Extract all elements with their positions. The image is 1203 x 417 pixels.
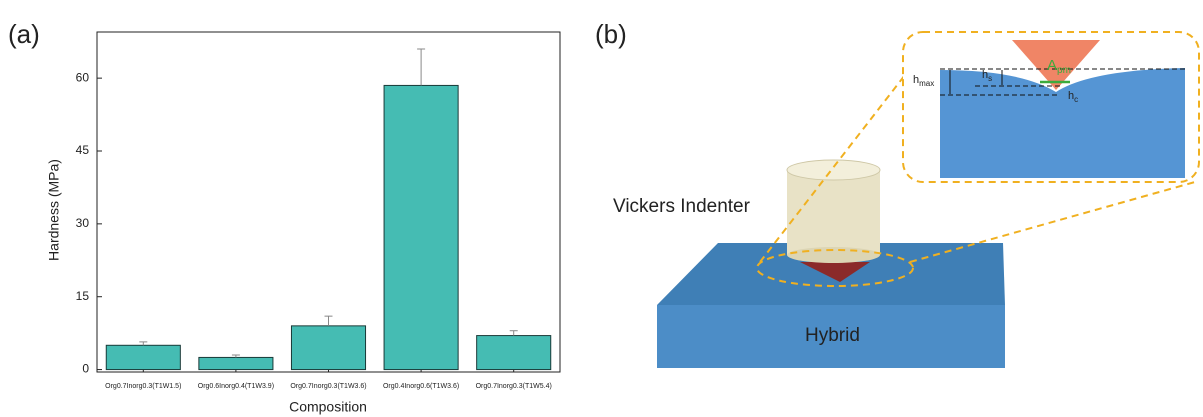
x-tick-label: Org0.4Inorg0.6(T1W3.6) [383,383,459,390]
sample-label: Hybrid [805,325,860,346]
y-axis-label: Hardness (MPa) [46,159,62,261]
x-tick-label: Org0.6Inorg0.4(T1W3.9) [198,383,274,390]
diagram: (b) Vickers Indenter Hybrid hmax hs hc A… [595,19,1199,368]
y-tick-label: 0 [82,362,89,376]
y-tick-label: 15 [76,289,90,303]
indenter-top [787,160,880,180]
x-tick-label: Org0.7Inorg0.3(T1W5.4) [476,383,552,390]
panel-label: (b) [595,19,627,49]
a-pm-sub: pm [1057,65,1071,76]
h-max-sub: max [919,79,934,88]
panel-label: (a) [8,19,40,49]
plot: 0 15 30 45 60 Org0.7Inorg0.3(T1W1.5) Org0.6Ino… [76,32,560,390]
indenter-body [787,170,880,255]
x-axis-label: Composition [289,399,367,415]
h-c-sub: c [1074,95,1078,104]
figure: (b) Vickers Indenter Hybrid hmax hs hc A… [0,0,1203,417]
bar [106,345,180,369]
x-tick-label: Org0.7Inorg0.3(T1W1.5) [105,383,181,390]
bar [199,357,273,369]
a-pm-main: A [1047,57,1057,74]
x-tick-label: Org0.7Inorg0.3(T1W3.6) [290,383,366,390]
y-tick-label: 30 [76,216,90,230]
h-s-sub: s [988,74,992,83]
bar [384,85,458,369]
bar [477,336,551,370]
bar [291,326,365,370]
y-tick-label: 60 [76,70,90,84]
indenter-label: Vickers Indenter [613,196,751,217]
y-tick-label: 45 [76,143,90,157]
